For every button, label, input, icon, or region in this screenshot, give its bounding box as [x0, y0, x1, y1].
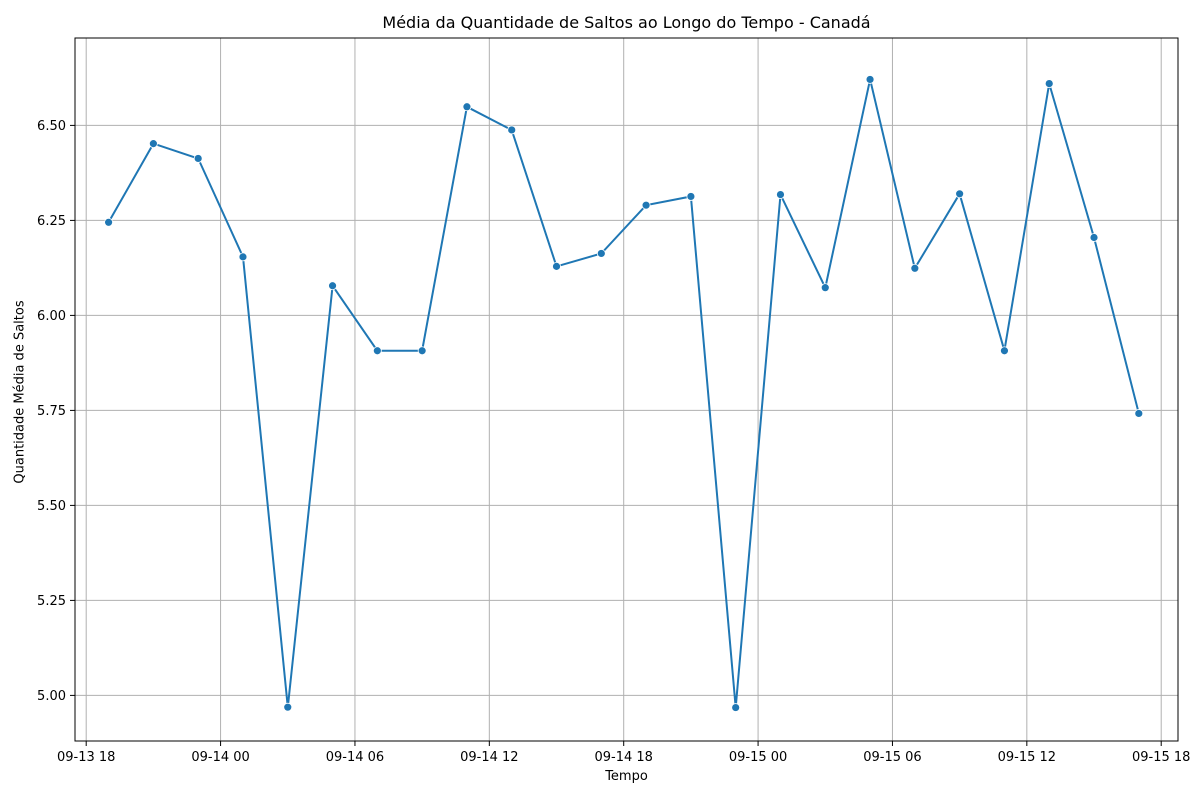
x-axis: 09-13 18 09-14 00 09-14 06 09-14 12 09-14 18… — [57, 741, 1190, 765]
data-point — [193, 154, 203, 163]
y-axis: 5.00 5.25 5.50 5.75 6.00 6.25 6.50 — [37, 119, 75, 704]
y-tick-label: 6.50 — [37, 119, 66, 134]
x-tick-label: 09-15 18 — [1132, 750, 1190, 765]
x-tick-label: 09-14 00 — [191, 750, 249, 765]
x-tick-label: 09-15 12 — [998, 750, 1056, 765]
x-tick-label: 09-14 18 — [594, 750, 652, 765]
data-point — [328, 281, 337, 291]
x-axis-label: Tempo — [605, 769, 648, 784]
data-point — [148, 139, 158, 149]
data-point — [283, 702, 293, 712]
y-tick-label: 6.25 — [37, 214, 66, 229]
data-point — [238, 252, 248, 262]
y-tick-label: 5.75 — [37, 404, 66, 419]
x-tick-label: 09-15 00 — [729, 750, 787, 765]
y-tick-label: 5.00 — [37, 689, 66, 704]
x-tick-label: 09-14 12 — [460, 750, 518, 765]
y-tick-label: 5.25 — [37, 594, 66, 609]
y-tick-label: 5.50 — [37, 499, 66, 514]
series-layer — [104, 75, 1144, 712]
plot-frame — [74, 37, 1179, 742]
data-point — [104, 217, 113, 227]
data-point — [686, 192, 696, 201]
data-point — [641, 200, 651, 210]
y-tick-label: 6.00 — [37, 309, 66, 324]
data-point — [417, 346, 427, 356]
data-point — [910, 263, 920, 273]
data-point — [820, 283, 830, 293]
data-point — [731, 703, 741, 712]
data-point — [1044, 79, 1054, 88]
x-tick-label: 09-14 06 — [326, 750, 384, 765]
x-tick-label: 09-13 18 — [57, 750, 115, 765]
data-point — [1089, 233, 1099, 242]
data-point — [776, 190, 785, 199]
data-point — [596, 249, 606, 258]
data-point — [507, 125, 517, 135]
x-tick-label: 09-15 06 — [863, 750, 921, 765]
data-point — [1000, 346, 1009, 356]
data-point — [865, 75, 875, 84]
grid-lines — [75, 38, 1178, 741]
data-point — [955, 189, 965, 199]
data-point — [1134, 409, 1144, 418]
series-line — [107, 79, 1140, 708]
data-point — [552, 261, 561, 271]
chart-title: Média da Quantidade de Saltos ao Longo d… — [382, 13, 871, 32]
data-point — [462, 102, 472, 112]
data-point — [372, 346, 382, 356]
